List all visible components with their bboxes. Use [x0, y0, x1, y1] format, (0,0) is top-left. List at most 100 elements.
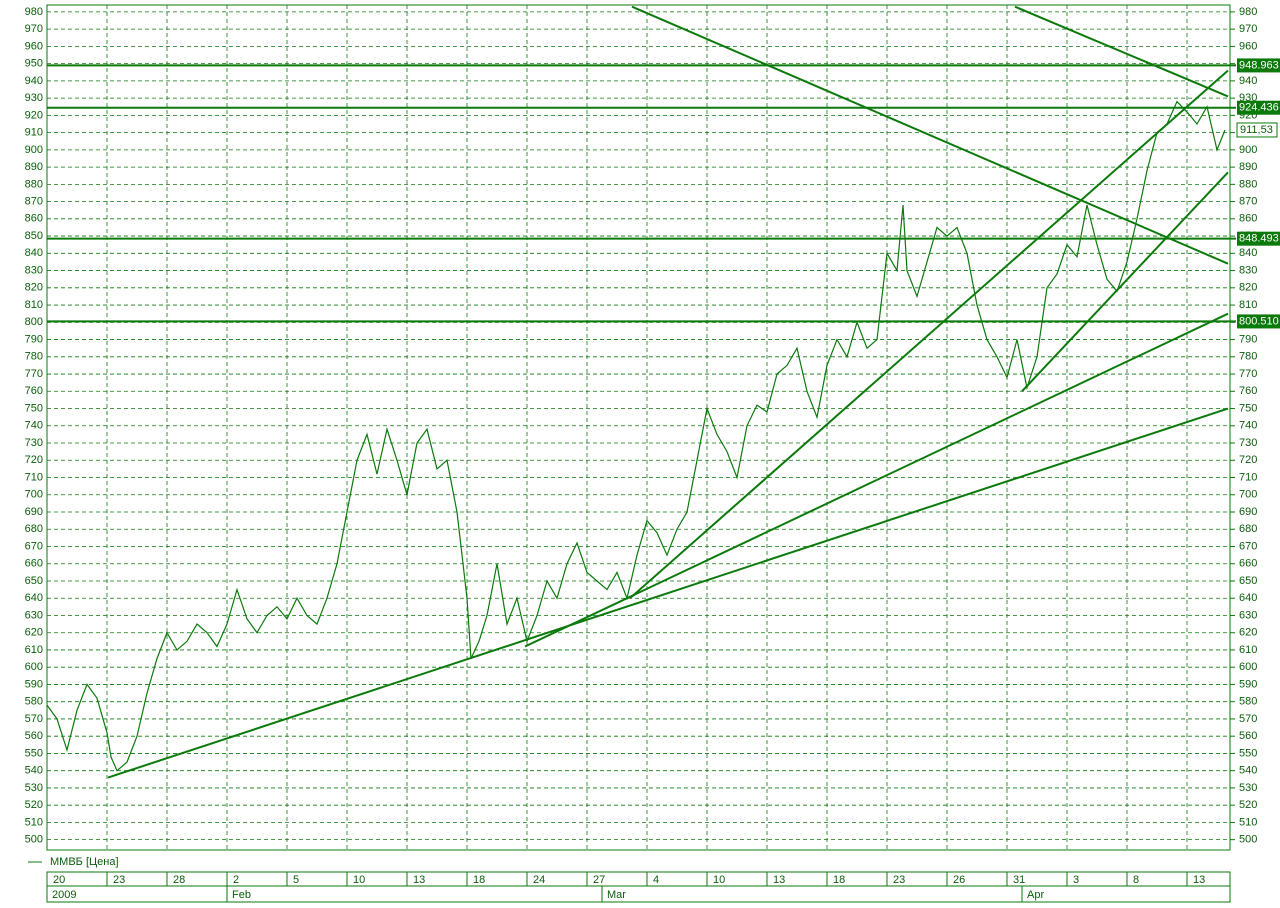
y-tick-label-right: 940	[1239, 75, 1257, 87]
y-tick-label-right: 670	[1239, 540, 1257, 552]
x-tick-label: 26	[953, 874, 965, 886]
y-tick-label: 910	[25, 127, 43, 139]
y-tick-label: 570	[25, 713, 43, 725]
month-label: Feb	[232, 889, 251, 901]
y-tick-label: 650	[25, 575, 43, 587]
y-tick-label-right: 700	[1239, 489, 1257, 501]
legend-label: ММВБ [Цена]	[50, 856, 119, 868]
y-tick-label-right: 570	[1239, 713, 1257, 725]
x-tick-label: 10	[353, 874, 365, 886]
y-tick-label: 680	[25, 523, 43, 535]
x-tick-label: 2	[233, 874, 239, 886]
y-tick-label-right: 620	[1239, 627, 1257, 639]
y-tick-label: 670	[25, 540, 43, 552]
y-tick-label-right: 690	[1239, 506, 1257, 518]
y-tick-label-right: 710	[1239, 471, 1257, 483]
y-tick-label: 880	[25, 178, 43, 190]
y-tick-label: 860	[25, 213, 43, 225]
y-tick-label-right: 580	[1239, 696, 1257, 708]
y-tick-label-right: 880	[1239, 178, 1257, 190]
x-tick-label: 3	[1073, 874, 1079, 886]
x-tick-label: 23	[893, 874, 905, 886]
y-tick-label: 960	[25, 40, 43, 52]
y-tick-label-right: 520	[1239, 799, 1257, 811]
x-tick-label: 8	[1133, 874, 1139, 886]
y-tick-label: 820	[25, 282, 43, 294]
y-tick-label: 850	[25, 230, 43, 242]
y-tick-label: 770	[25, 368, 43, 380]
level-label-box	[1237, 58, 1280, 73]
y-tick-label-right: 830	[1239, 264, 1257, 276]
x-tick-label: 31	[1013, 874, 1025, 886]
y-tick-label-right: 870	[1239, 195, 1257, 207]
y-tick-label-right: 560	[1239, 730, 1257, 742]
y-tick-label: 540	[25, 765, 43, 777]
y-tick-label: 730	[25, 437, 43, 449]
y-tick-label: 830	[25, 264, 43, 276]
y-tick-label: 890	[25, 161, 43, 173]
y-tick-label-right: 650	[1239, 575, 1257, 587]
y-tick-label-right: 780	[1239, 351, 1257, 363]
y-tick-label: 580	[25, 696, 43, 708]
y-tick-label-right: 790	[1239, 333, 1257, 345]
y-tick-label-right: 840	[1239, 247, 1257, 259]
last-price-box	[1236, 122, 1278, 138]
y-tick-label: 920	[25, 109, 43, 121]
y-tick-label-right: 750	[1239, 402, 1257, 414]
trend-line	[629, 69, 1229, 599]
y-tick-label: 950	[25, 58, 43, 70]
x-tick-label: 4	[653, 874, 659, 886]
y-tick-label: 690	[25, 506, 43, 518]
y-tick-label: 610	[25, 644, 43, 656]
y-tick-label: 530	[25, 782, 43, 794]
month-label: Apr	[1027, 889, 1044, 901]
month-label: 2009	[52, 889, 76, 901]
y-tick-label-right: 770	[1239, 368, 1257, 380]
x-tick-label: 13	[773, 874, 785, 886]
y-tick-label: 600	[25, 661, 43, 673]
y-tick-label-right: 960	[1239, 40, 1257, 52]
x-tick-label: 24	[533, 874, 545, 886]
y-tick-label-right: 590	[1239, 678, 1257, 690]
y-tick-label-right: 550	[1239, 747, 1257, 759]
y-tick-label-right: 630	[1239, 609, 1257, 621]
y-tick-label: 870	[25, 195, 43, 207]
y-tick-label-right: 740	[1239, 420, 1257, 432]
y-tick-label: 720	[25, 454, 43, 466]
y-tick-label-right: 500	[1239, 834, 1257, 846]
x-tick-label: 5	[293, 874, 299, 886]
y-tick-label: 840	[25, 247, 43, 259]
level-label-box	[1237, 100, 1280, 115]
y-tick-label: 560	[25, 730, 43, 742]
x-tick-label: 13	[413, 874, 425, 886]
x-tick-label: 28	[173, 874, 185, 886]
y-tick-label-right: 970	[1239, 23, 1257, 35]
y-tick-label: 520	[25, 799, 43, 811]
y-tick-label: 940	[25, 75, 43, 87]
y-tick-label: 740	[25, 420, 43, 432]
y-tick-label-right: 730	[1239, 437, 1257, 449]
y-tick-label-right: 510	[1239, 816, 1257, 828]
y-tick-label-right: 640	[1239, 592, 1257, 604]
y-tick-label-right: 660	[1239, 558, 1257, 570]
trend-line	[107, 407, 1229, 779]
trend-line	[1021, 171, 1229, 392]
level-label-box	[1237, 314, 1280, 329]
y-tick-label-right: 760	[1239, 385, 1257, 397]
y-tick-label-right: 530	[1239, 782, 1257, 794]
y-tick-label: 550	[25, 747, 43, 759]
y-tick-label: 710	[25, 471, 43, 483]
y-tick-label: 980	[25, 6, 43, 18]
y-tick-label: 630	[25, 609, 43, 621]
y-tick-label: 660	[25, 558, 43, 570]
y-tick-label-right: 820	[1239, 282, 1257, 294]
y-tick-label: 640	[25, 592, 43, 604]
x-tick-label: 18	[833, 874, 845, 886]
x-tick-label: 23	[113, 874, 125, 886]
y-tick-label: 590	[25, 678, 43, 690]
y-tick-label: 510	[25, 816, 43, 828]
y-tick-label: 900	[25, 144, 43, 156]
trend-line	[1014, 5, 1229, 98]
x-tick-label: 10	[713, 874, 725, 886]
